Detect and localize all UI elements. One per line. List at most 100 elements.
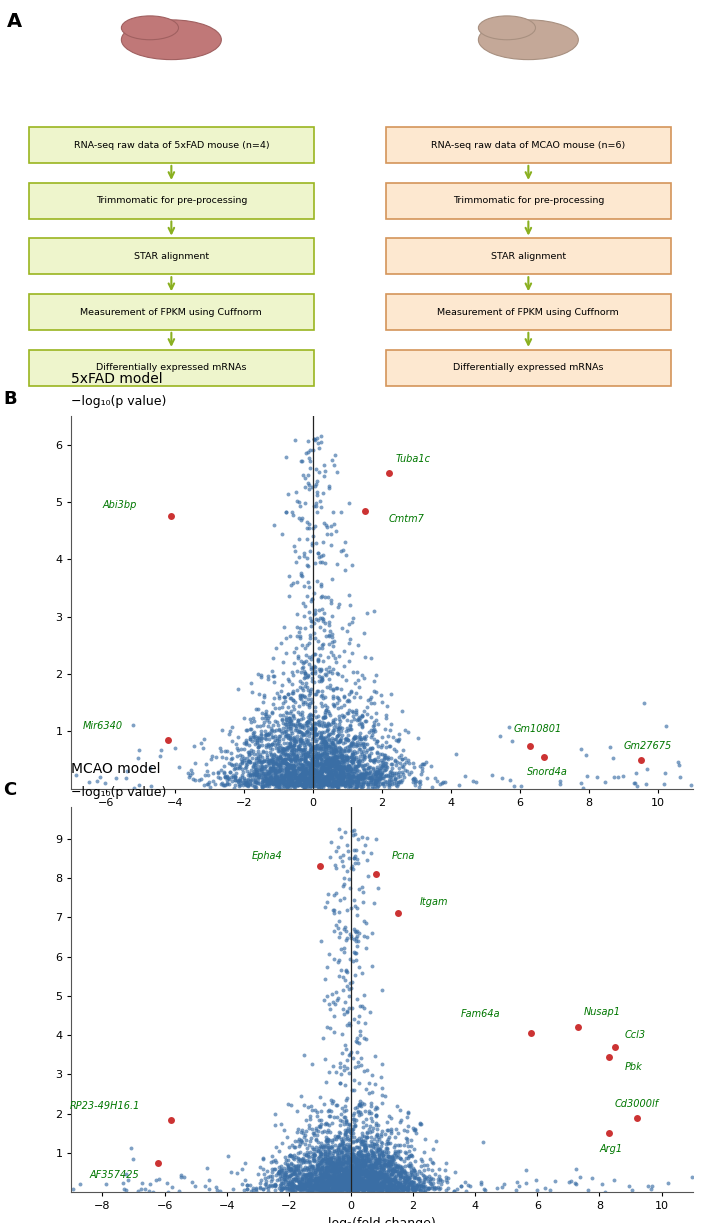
Point xyxy=(338,1173,350,1192)
Point xyxy=(286,1135,298,1155)
Point xyxy=(318,755,330,774)
Point xyxy=(361,734,373,753)
Point xyxy=(385,1121,396,1141)
Point xyxy=(335,764,346,784)
Point xyxy=(321,1150,332,1169)
Point xyxy=(401,1130,413,1150)
Point xyxy=(256,668,267,687)
Point xyxy=(402,1166,413,1185)
Point xyxy=(298,1179,310,1199)
Point xyxy=(215,1181,226,1201)
Point xyxy=(323,1172,335,1191)
Point xyxy=(271,748,282,768)
Point xyxy=(359,1166,371,1185)
Point xyxy=(318,991,330,1010)
Point xyxy=(301,722,312,741)
Point xyxy=(316,774,327,794)
Point xyxy=(328,718,340,737)
Point xyxy=(290,1164,301,1184)
Point xyxy=(359,766,371,785)
Point xyxy=(338,774,350,794)
Point xyxy=(339,1120,351,1140)
Point xyxy=(339,1156,351,1175)
Point xyxy=(304,1106,316,1125)
Point xyxy=(293,739,304,758)
Point xyxy=(436,1174,447,1194)
Point xyxy=(358,1151,369,1170)
Point xyxy=(351,1177,363,1196)
Point xyxy=(363,1169,375,1189)
Point xyxy=(391,1179,402,1199)
Point xyxy=(322,750,333,769)
Point xyxy=(319,736,331,756)
Point xyxy=(304,763,316,783)
Point xyxy=(358,1175,369,1195)
Point xyxy=(344,1172,356,1191)
Point xyxy=(312,543,323,563)
Point xyxy=(270,768,281,788)
Point xyxy=(318,512,330,532)
Point xyxy=(300,767,311,786)
Point xyxy=(305,770,316,790)
Point xyxy=(361,1109,372,1129)
Point xyxy=(353,753,365,773)
Point xyxy=(369,1099,381,1119)
Point xyxy=(347,745,358,764)
Point xyxy=(358,1175,369,1195)
Point xyxy=(266,768,277,788)
Point xyxy=(322,1157,333,1177)
Point xyxy=(312,773,323,793)
Point xyxy=(323,1169,335,1189)
Point xyxy=(358,1095,370,1114)
Point xyxy=(360,769,371,789)
Point xyxy=(308,1156,319,1175)
Point xyxy=(323,615,335,635)
Point xyxy=(368,670,380,690)
Point xyxy=(363,747,375,767)
Point xyxy=(289,777,301,796)
Point xyxy=(296,1120,307,1140)
Point xyxy=(371,1115,382,1135)
Point xyxy=(325,1170,336,1190)
Point xyxy=(333,774,344,794)
Point xyxy=(358,756,370,775)
Point xyxy=(338,1146,350,1166)
Point xyxy=(226,748,238,768)
Point xyxy=(234,768,246,788)
Point xyxy=(352,769,363,789)
Point xyxy=(321,1073,332,1092)
Point xyxy=(409,769,421,789)
Point xyxy=(275,764,286,784)
Point xyxy=(335,1178,346,1197)
Point xyxy=(261,748,273,768)
Point xyxy=(316,1172,328,1191)
Point xyxy=(383,770,395,790)
Point xyxy=(341,900,352,920)
Point xyxy=(348,849,360,868)
Point xyxy=(272,747,283,767)
Point xyxy=(348,773,360,793)
Point xyxy=(273,1162,285,1181)
Point xyxy=(320,739,331,758)
Point xyxy=(343,1179,354,1199)
Point xyxy=(306,755,317,774)
Point xyxy=(341,1152,352,1172)
Point xyxy=(352,1172,363,1191)
Point xyxy=(351,1152,362,1172)
Point xyxy=(336,1153,347,1173)
Point xyxy=(286,1174,298,1194)
Point xyxy=(361,1079,372,1098)
Point xyxy=(67,1179,79,1199)
Point xyxy=(326,774,337,794)
Point xyxy=(331,991,343,1010)
Point xyxy=(328,1168,340,1188)
Point xyxy=(273,729,285,748)
Point xyxy=(383,1177,394,1196)
Point xyxy=(403,753,415,773)
Point xyxy=(349,1152,361,1172)
Point xyxy=(291,750,303,769)
Point xyxy=(383,1178,394,1197)
Point xyxy=(367,1158,378,1178)
Point xyxy=(366,1093,377,1113)
Point xyxy=(301,1180,313,1200)
